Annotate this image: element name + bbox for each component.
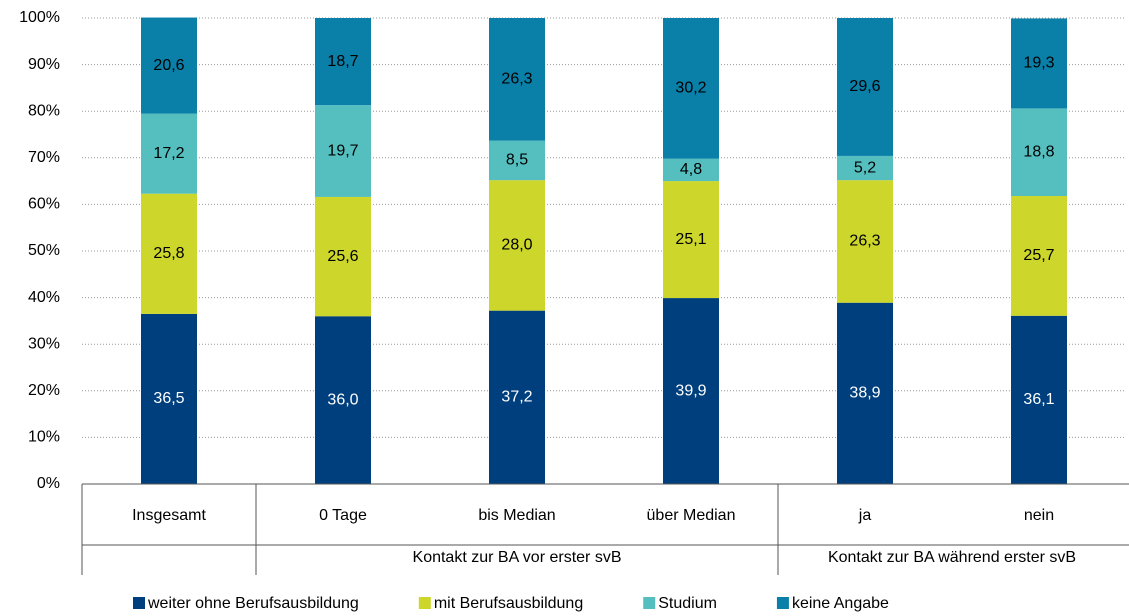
y-tick-label: 50% bbox=[28, 242, 60, 259]
data-label: 26,3 bbox=[501, 70, 532, 87]
data-label: 5,2 bbox=[854, 159, 876, 176]
bar-segment bbox=[141, 313, 197, 484]
legend-label: weiter ohne Berufsausbildung bbox=[147, 595, 359, 612]
bar-segment bbox=[663, 18, 719, 159]
bar-segment bbox=[141, 17, 197, 114]
bar-segment bbox=[1011, 18, 1067, 109]
y-tick-label: 70% bbox=[28, 149, 60, 166]
data-label: 25,6 bbox=[327, 248, 358, 265]
data-label: 25,8 bbox=[153, 245, 184, 262]
bar-segment bbox=[837, 18, 893, 156]
data-label: 30,2 bbox=[675, 80, 706, 97]
data-label: 28,0 bbox=[501, 237, 532, 254]
x-tick-label: Insgesamt bbox=[132, 507, 206, 524]
data-label: 20,6 bbox=[153, 57, 184, 74]
data-label: 39,9 bbox=[675, 382, 706, 399]
y-tick-label: 0% bbox=[37, 475, 60, 492]
x-tick-label: ja bbox=[858, 507, 872, 524]
bar-segment bbox=[837, 180, 893, 303]
legend-swatch bbox=[643, 597, 656, 609]
legend-swatch bbox=[776, 597, 789, 609]
legend-label: keine Angabe bbox=[792, 595, 889, 612]
data-label: 36,5 bbox=[153, 390, 184, 407]
group-label: Kontakt zur BA vor erster svB bbox=[413, 549, 622, 566]
bar-segment bbox=[489, 18, 545, 141]
data-label: 19,3 bbox=[1023, 55, 1054, 72]
data-label: 29,6 bbox=[849, 78, 880, 95]
data-label: 4,8 bbox=[680, 161, 702, 178]
y-tick-label: 40% bbox=[28, 289, 60, 306]
bar-segment bbox=[489, 310, 545, 484]
y-tick-label: 20% bbox=[28, 382, 60, 399]
data-label: 36,1 bbox=[1023, 391, 1054, 408]
bar-segment bbox=[315, 18, 371, 106]
bar-segment bbox=[663, 181, 719, 299]
bar-segment bbox=[315, 316, 371, 484]
data-label: 26,3 bbox=[849, 233, 880, 250]
bar-segment bbox=[1011, 196, 1067, 316]
y-tick-label: 30% bbox=[28, 335, 60, 352]
bar-segment bbox=[663, 158, 719, 182]
y-tick-label: 100% bbox=[19, 9, 60, 26]
bar-segment bbox=[663, 298, 719, 484]
bar-segment bbox=[489, 140, 545, 181]
data-label: 8,5 bbox=[506, 152, 528, 169]
bar-segment bbox=[489, 180, 545, 311]
y-tick-label: 10% bbox=[28, 429, 60, 446]
x-tick-label: 0 Tage bbox=[319, 507, 367, 524]
data-label: 36,0 bbox=[327, 391, 358, 408]
bar-segment bbox=[837, 155, 893, 181]
bar-segment bbox=[141, 193, 197, 314]
legend-label: mit Berufsausbildung bbox=[434, 595, 583, 612]
x-tick-label: nein bbox=[1024, 507, 1054, 524]
y-tick-label: 60% bbox=[28, 196, 60, 213]
data-label: 25,7 bbox=[1023, 247, 1054, 264]
data-label: 38,9 bbox=[849, 385, 880, 402]
bar-segment bbox=[837, 302, 893, 484]
bar-segment bbox=[315, 196, 371, 317]
bar-segment bbox=[1011, 315, 1067, 484]
x-tick-label: über Median bbox=[647, 507, 736, 524]
legend-label: Studium bbox=[658, 595, 717, 612]
data-label: 25,1 bbox=[675, 231, 706, 248]
data-label: 18,7 bbox=[327, 53, 358, 70]
legend-swatch bbox=[133, 597, 145, 609]
y-tick-label: 80% bbox=[28, 102, 60, 119]
data-label: 37,2 bbox=[501, 389, 532, 406]
bar-segment bbox=[1011, 108, 1067, 197]
bar-segment bbox=[141, 113, 197, 194]
data-label: 17,2 bbox=[153, 145, 184, 162]
bar-segment bbox=[315, 105, 371, 197]
y-tick-label: 90% bbox=[28, 56, 60, 73]
group-label: Kontakt zur BA während erster svB bbox=[828, 549, 1076, 566]
data-label: 18,8 bbox=[1023, 143, 1054, 160]
data-label: 19,7 bbox=[327, 142, 358, 159]
x-tick-label: bis Median bbox=[478, 507, 555, 524]
legend-swatch bbox=[418, 597, 431, 609]
